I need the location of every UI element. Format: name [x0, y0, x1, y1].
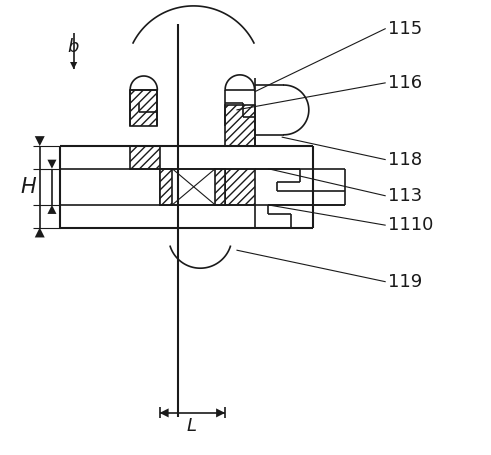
Bar [130, 146, 160, 169]
Text: H: H [21, 177, 36, 197]
Bar [160, 169, 225, 205]
Bar [215, 169, 225, 205]
Text: 116: 116 [388, 74, 422, 92]
Polygon shape [216, 409, 225, 417]
Polygon shape [35, 228, 45, 238]
Text: 119: 119 [388, 273, 422, 291]
Text: L: L [187, 418, 197, 435]
Text: 1110: 1110 [388, 216, 434, 234]
Text: 118: 118 [388, 151, 422, 169]
Bar [130, 90, 157, 126]
Text: b: b [67, 38, 78, 56]
Polygon shape [70, 62, 77, 69]
Text: 113: 113 [388, 187, 422, 205]
Polygon shape [35, 136, 45, 146]
Polygon shape [160, 409, 168, 417]
Polygon shape [48, 205, 56, 214]
Bar [225, 169, 254, 205]
Bar [225, 106, 254, 146]
Polygon shape [48, 160, 56, 169]
Bar [160, 169, 172, 205]
Text: 115: 115 [388, 20, 422, 37]
